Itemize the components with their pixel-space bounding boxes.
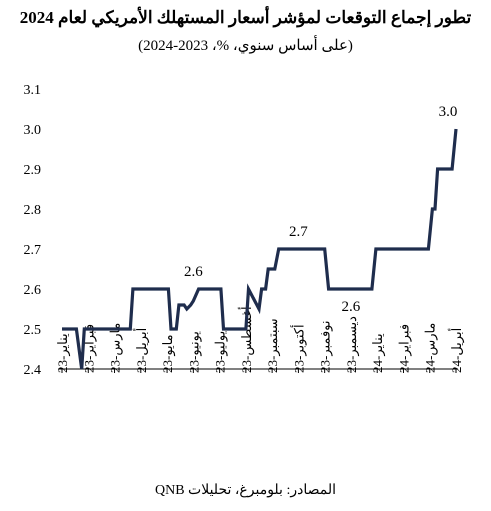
data-label: 2.7 (289, 224, 308, 240)
y-tick-label: 2.4 (24, 363, 42, 378)
x-tick-label: ديسمبر-23 (344, 316, 360, 373)
y-tick-label: 3.0 (24, 123, 42, 138)
data-label: 2.6 (184, 264, 203, 280)
chart-subtitle: (على أساس سنوي، %، 2023-2024) (138, 38, 353, 54)
y-tick-label: 3.1 (24, 83, 42, 98)
x-tick-label: مارس-24 (423, 323, 439, 373)
data-label: 2.6 (342, 299, 361, 315)
x-tick-label: أبريل-23 (133, 328, 150, 373)
x-tick-label: يوليو-23 (213, 330, 229, 373)
data-label: 3.0 (439, 104, 458, 120)
x-tick-label: يناير-23 (55, 333, 71, 373)
x-tick-label: أكتوبر-23 (290, 324, 307, 373)
x-tick-label: يونيو-23 (186, 331, 202, 373)
x-tick-label: نوفمبر-23 (318, 321, 334, 374)
x-tick-label: سبتمبر-23 (265, 318, 281, 373)
x-tick-label: أبريل-24 (448, 328, 465, 373)
x-tick-label: مايو-23 (160, 334, 176, 373)
x-tick-label: فبراير-24 (396, 324, 412, 373)
y-tick-label: 2.9 (24, 163, 42, 178)
source-note: المصادر: بلومبرغ، تحليلات QNB (154, 483, 336, 498)
y-tick-label: 2.5 (24, 323, 42, 338)
y-tick-label: 2.7 (24, 243, 42, 258)
y-tick-label: 2.8 (24, 203, 42, 218)
x-tick-label: مارس-23 (108, 323, 124, 373)
chart-title: تطور إجماع التوقعات لمؤشر أسعار المستهلك… (19, 8, 472, 27)
x-tick-label: يناير-24 (370, 333, 386, 373)
y-tick-label: 2.6 (24, 283, 42, 298)
series-line (62, 128, 458, 370)
x-tick-label: أغسطس-23 (238, 306, 255, 373)
